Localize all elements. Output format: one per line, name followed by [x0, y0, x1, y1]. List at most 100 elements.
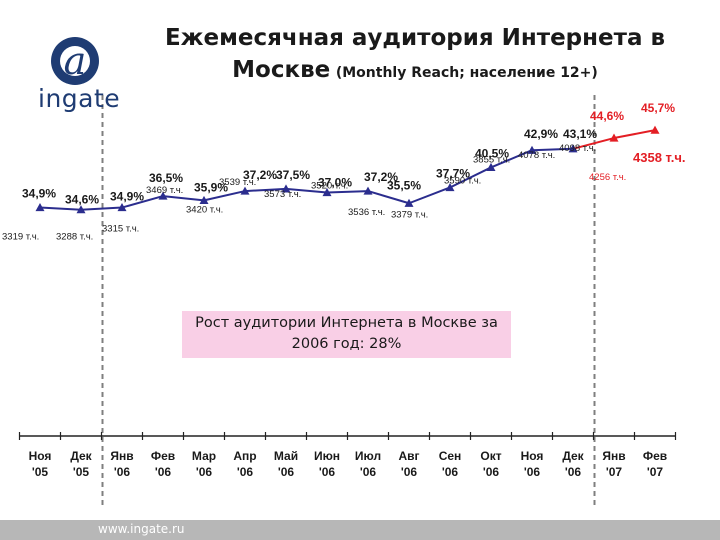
data-point [609, 133, 619, 142]
data-point [199, 195, 209, 204]
title-suffix: (Monthly Reach; население 12+) [335, 65, 598, 81]
x-tick-label-year: '06 [442, 465, 459, 479]
title-line-2: Москве [232, 57, 331, 83]
x-tick-label-year: '06 [278, 465, 295, 479]
reach-pct-label: 42,9% [524, 127, 558, 141]
reach-pct-label: 35,5% [387, 178, 421, 192]
x-tick-label-month: Сен [439, 449, 462, 463]
x-tick-label-year: '07 [606, 465, 623, 479]
x-tick-label-month: Авг [398, 449, 419, 463]
footer-bar: www.ingate.ru [0, 520, 720, 540]
reach-pct-label: 36,5% [149, 171, 183, 185]
series-line-segment [121, 195, 164, 209]
x-tick-label-month: Июн [314, 449, 340, 463]
x-tick-label-year: '06 [401, 465, 418, 479]
audience-label: 4256 т.ч. [589, 172, 626, 183]
series-line-segment [326, 190, 369, 194]
x-tick-label-month: Ноя [521, 449, 544, 463]
x-tick-label-year: '06 [483, 465, 500, 479]
reach-pct-label: 34,6% [65, 193, 99, 207]
audience-label: 4098 т.ч. [559, 143, 596, 154]
data-point [568, 144, 578, 153]
reach-pct-label: 34,9% [22, 187, 56, 201]
series-line-segment [531, 147, 574, 152]
x-tick-label-month: Дек [562, 449, 584, 463]
x-tick-label-year: '05 [73, 465, 90, 479]
audience-label: 3469 т.ч. [146, 185, 183, 196]
data-point [322, 188, 332, 197]
x-tick-label-month: Мар [192, 449, 216, 463]
series-line-segment [162, 195, 205, 202]
x-tick-label-month: Ноя [29, 449, 52, 463]
data-point [363, 186, 373, 195]
reach-pct-label: 37,7% [436, 166, 470, 180]
reach-pct-label: 37,5% [276, 168, 310, 182]
data-point [35, 203, 45, 212]
series-line-segment [367, 190, 410, 205]
series-line-segment [572, 137, 615, 150]
audience-label: 3379 т.ч. [391, 209, 428, 220]
x-tick-label-month: Янв [602, 449, 625, 463]
audience-label: 3539 т.ч. [219, 177, 256, 188]
callout-line-1: Рост аудитории Интернета в Москве за [195, 315, 498, 331]
x-tick-label-year: '05 [32, 465, 49, 479]
growth-callout: Рост аудитории Интернета в Москве за 200… [182, 311, 511, 358]
audience-label: 3319 т.ч. [2, 232, 39, 243]
reach-pct-label: 34,9% [110, 190, 144, 204]
data-point [650, 125, 660, 134]
title-line-1: Ежемесячная аудитория Интернета в [164, 25, 666, 51]
audience-label: 3573 т.ч. [264, 189, 301, 200]
x-tick-label-month: Июл [355, 449, 381, 463]
series-line-segment [203, 190, 246, 202]
audience-label: 3590 т.ч. [444, 175, 481, 186]
x-tick-label-year: '06 [319, 465, 336, 479]
footer-url[interactable]: www.ingate.ru [98, 522, 185, 536]
x-tick-label-month: Окт [480, 449, 501, 463]
data-point [445, 182, 455, 192]
x-tick-label-year: '06 [155, 465, 172, 479]
series-line-segment [285, 187, 328, 194]
audience-label: 3536 т.ч. [348, 207, 385, 218]
reach-pct-label: 37,0% [318, 176, 352, 190]
series-lines [39, 129, 656, 211]
audience-label: 3520 т.ч. [311, 181, 348, 192]
series-line-segment [39, 206, 82, 211]
page-title: Ежемесячная аудитория Интернета в Москве… [150, 22, 680, 89]
x-tick-label-month: Апр [233, 449, 256, 463]
x-tick-label-month: Фев [643, 449, 667, 463]
audience-label: 3420 т.ч. [186, 204, 223, 215]
data-point [527, 145, 537, 154]
x-tick-label-year: '06 [565, 465, 582, 479]
data-point [117, 203, 127, 212]
ingate-logo: a [30, 18, 120, 118]
series-markers [35, 125, 660, 214]
logo-wordmark: ingate [38, 84, 121, 113]
reach-pct-label: 35,9% [194, 180, 228, 194]
data-labels: 34,9% 34,6% 34,9%36,5%35,9%37,2%37,5%37,0%… [2, 101, 686, 243]
x-tick-label-year: '06 [360, 465, 377, 479]
audience-label: 3855 т.ч. [473, 154, 510, 165]
audience-label: 4078 т.ч. [518, 150, 555, 161]
reach-pct-label: 37,2% [364, 170, 398, 184]
audience-label: 3315 т.ч. [102, 224, 139, 235]
callout-line-2: 2006 год: 28% [291, 336, 402, 352]
data-point [240, 186, 250, 195]
x-tick-label-month: Фев [151, 449, 175, 463]
data-point [281, 184, 291, 193]
x-tick-label-month: Янв [110, 449, 133, 463]
reach-pct-label: 45,7% [641, 101, 675, 115]
audience-label: 4358 т.ч. [633, 150, 686, 165]
series-line-segment [80, 206, 123, 211]
reach-pct-label: 40,5% [475, 146, 509, 160]
data-point [158, 191, 168, 200]
x-axis: Ноя '05 Дек '05 Янв '06 Фев '06 Мар '06 Апр '06 Май '… [18, 432, 677, 479]
audience-label: 3288 т.ч. [56, 232, 93, 243]
x-tick-label-month: Май [274, 449, 298, 463]
reach-pct-label: 37,2% [243, 168, 277, 182]
series-line-segment [449, 166, 492, 189]
x-tick-label-year: '06 [114, 465, 131, 479]
data-point [404, 198, 414, 207]
x-tick-label-year: '06 [237, 465, 254, 479]
series-line-segment [408, 186, 451, 205]
